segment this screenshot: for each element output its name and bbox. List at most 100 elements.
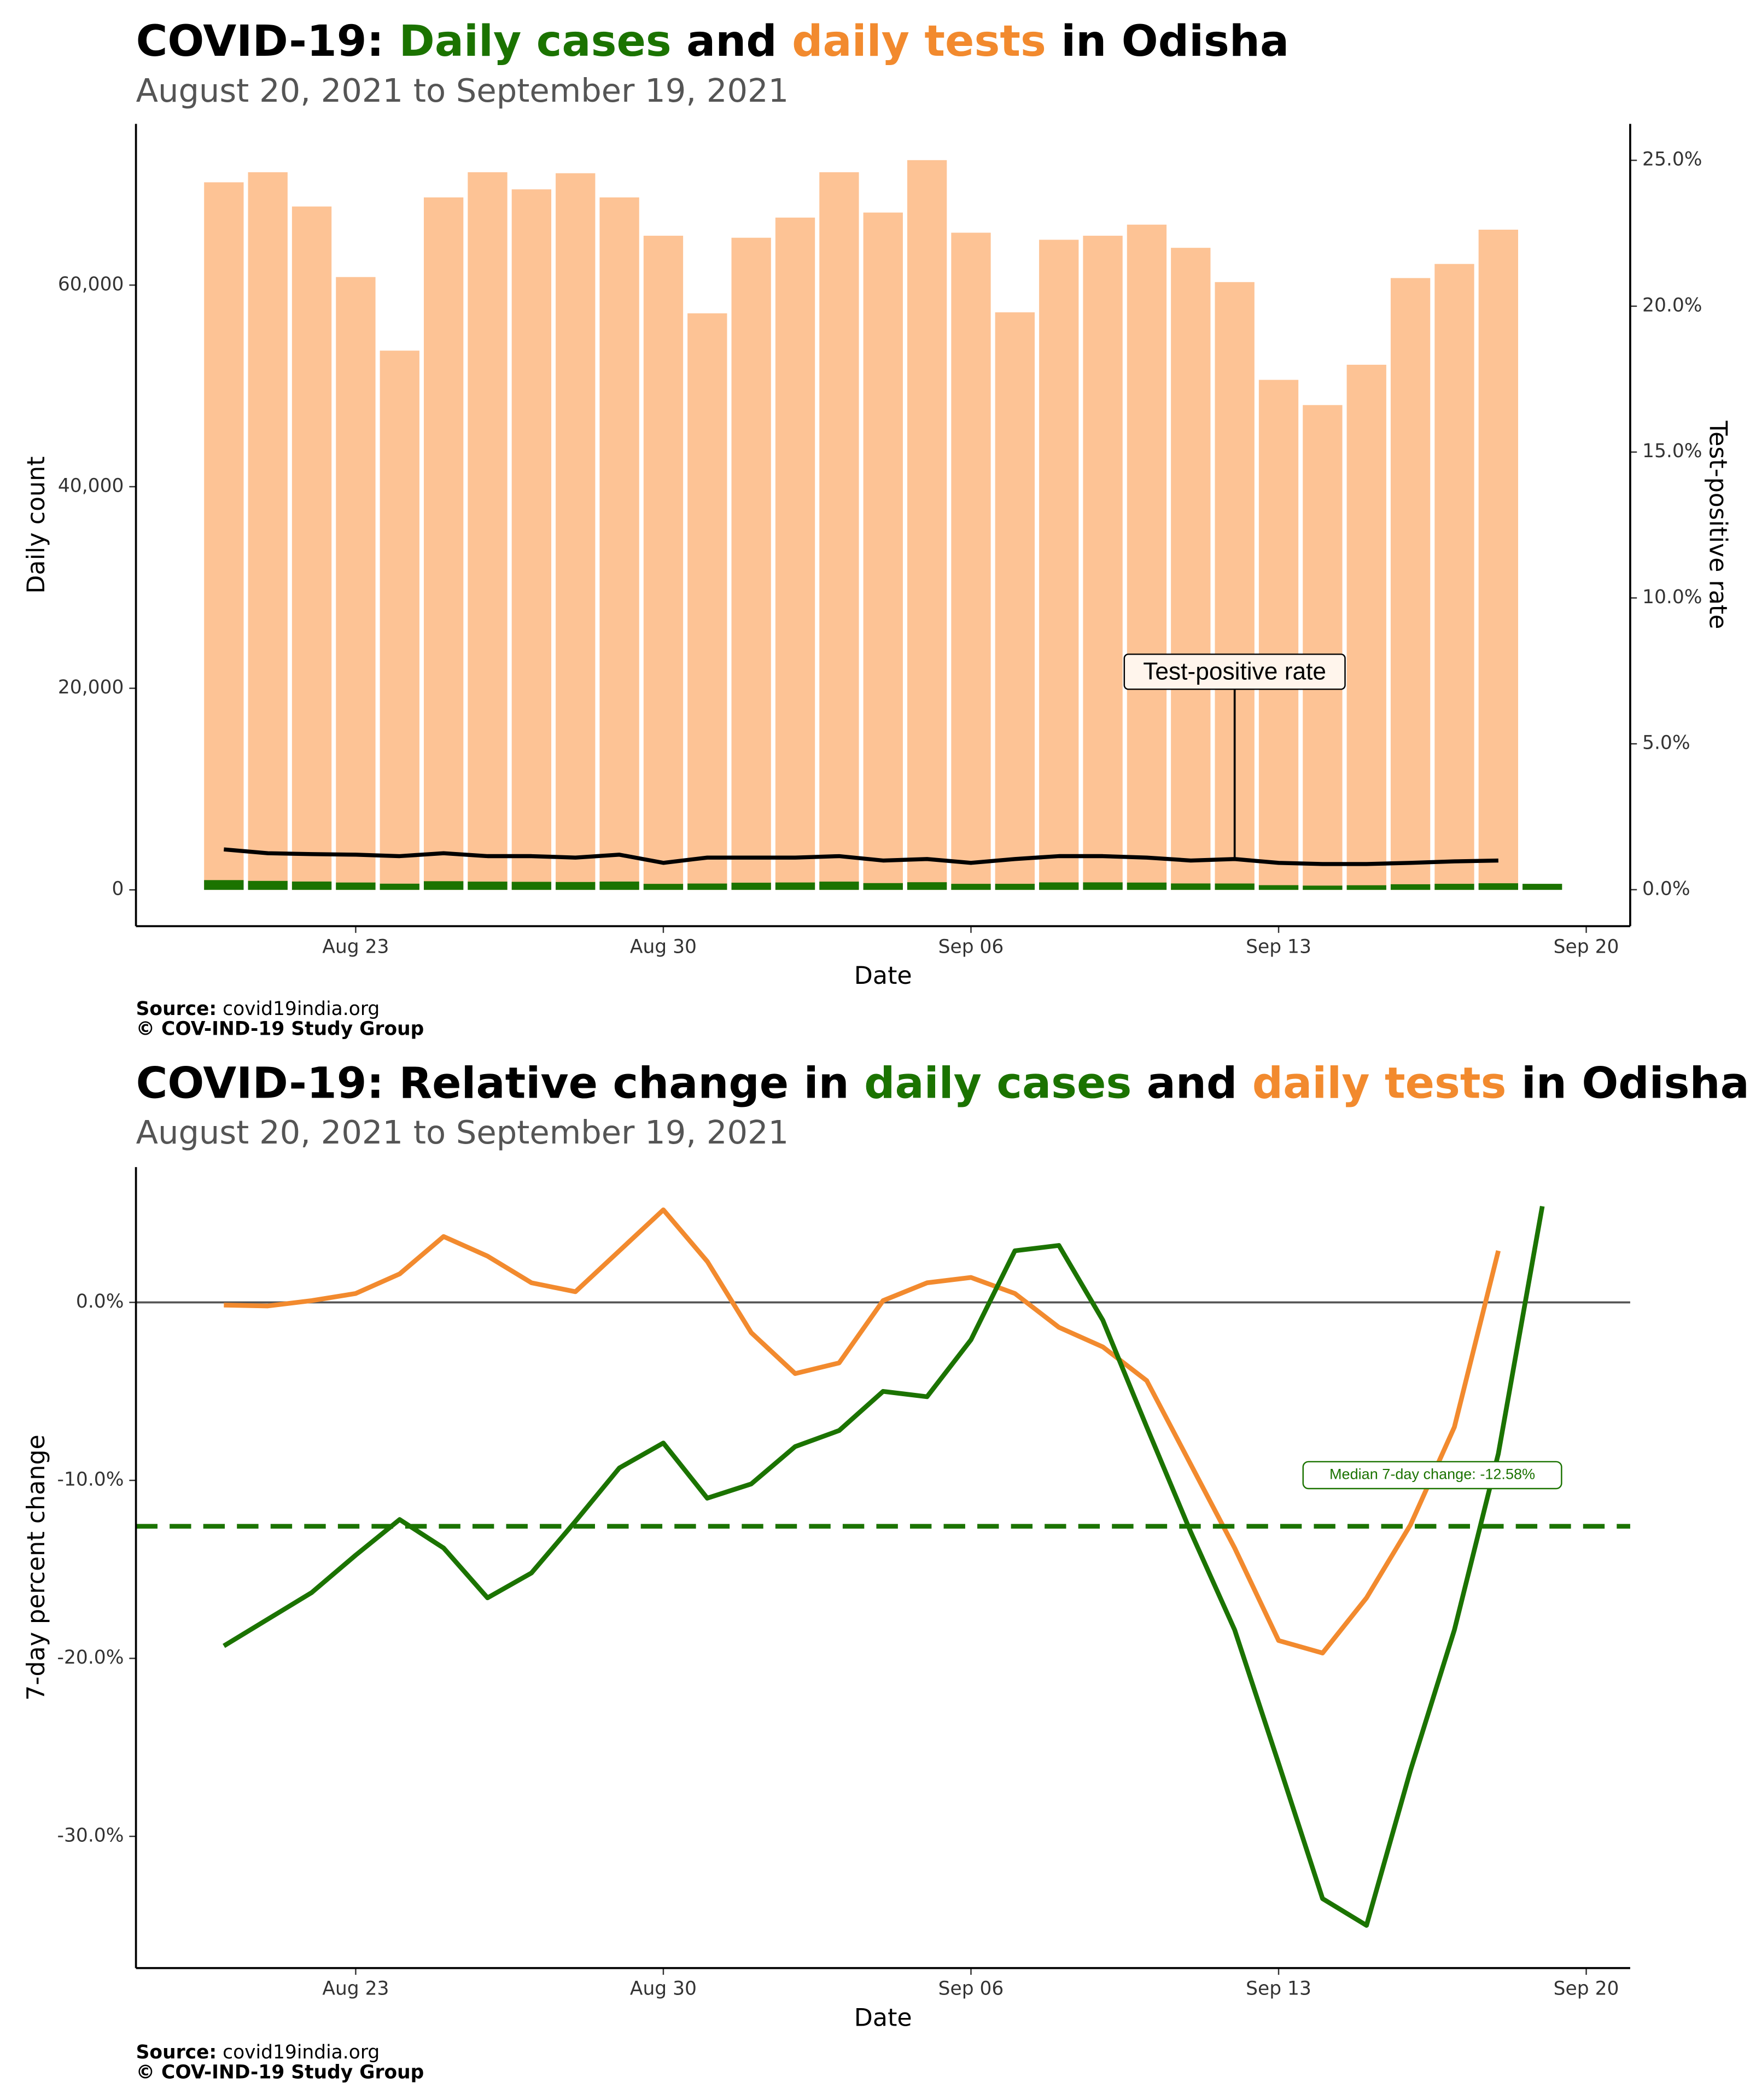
y2-tick-label: 20.0% [1642, 294, 1702, 316]
x-axis-title: Date [854, 962, 912, 990]
bar [511, 882, 552, 890]
y-tick-label: -30.0% [57, 1824, 124, 1846]
y-tick-label: 60,000 [58, 273, 124, 295]
chart-subtitle: August 20, 2021 to September 19, 2021 [136, 1113, 789, 1151]
bar [731, 237, 771, 890]
title-part: COVID-19: Relative change in [136, 1058, 864, 1109]
bar [863, 883, 903, 890]
bar [1258, 885, 1299, 890]
bar [1522, 884, 1562, 890]
bar [248, 880, 288, 890]
source-label: Source: [136, 998, 217, 1020]
source: Source: covid19india.org [136, 2041, 380, 2063]
y-axis-title: Daily count [22, 456, 50, 593]
x-tick-label: Aug 30 [630, 1978, 697, 2000]
bar [1478, 883, 1518, 890]
bar [1390, 278, 1431, 890]
title-part: daily cases [864, 1058, 1131, 1109]
bar [1127, 224, 1167, 890]
y2-tick-label: 25.0% [1642, 149, 1702, 171]
bar [291, 881, 332, 890]
bar [423, 197, 464, 890]
source: Source: covid19india.org [136, 998, 380, 1020]
bar [336, 882, 376, 890]
title-part: in Odisha [1046, 16, 1289, 67]
x-tick-label: Aug 30 [630, 936, 697, 958]
bar [775, 882, 815, 890]
series-line [223, 1206, 1545, 1928]
bar [1390, 884, 1431, 890]
bar [819, 882, 859, 890]
source-value: covid19india.org [223, 2041, 380, 2063]
median-box [1302, 1461, 1562, 1490]
bar [556, 173, 596, 890]
x-tick-label: Sep 20 [1554, 1978, 1619, 2000]
bar [819, 172, 859, 890]
bar [687, 883, 727, 890]
bar [468, 882, 508, 890]
bar [291, 206, 332, 890]
x-tick-label: Sep 06 [938, 1978, 1004, 2000]
series-line [224, 1207, 1501, 1655]
bar [951, 884, 991, 890]
y2-tick-label: 0.0% [1642, 878, 1690, 900]
x-tick-label: Sep 13 [1246, 936, 1311, 958]
title-part: and [672, 16, 792, 67]
source-label: Source: [136, 2041, 217, 2063]
bar [1303, 405, 1343, 890]
bar [863, 212, 903, 890]
annotation-box [1123, 654, 1346, 690]
y-tick-label: -20.0% [57, 1647, 124, 1669]
y-tick-label: 0.0% [76, 1291, 124, 1312]
bar [775, 217, 815, 890]
y-tick-label: 20,000 [58, 676, 124, 698]
y2-axis-title: Test-positive rate [1704, 420, 1731, 629]
bar [643, 236, 684, 890]
x-tick-label: Aug 23 [322, 936, 389, 958]
bar [995, 884, 1035, 890]
bar [336, 277, 376, 890]
y-tick-label: -10.0% [57, 1468, 124, 1490]
x-tick-label: Sep 13 [1246, 1978, 1311, 2000]
series-line [224, 847, 1498, 866]
annotation-label: Test-positive rate [1143, 658, 1326, 685]
bar [380, 351, 419, 890]
bar [907, 160, 947, 890]
title-part: Daily cases [399, 16, 672, 67]
bar [1171, 248, 1211, 890]
y2-tick-label: 10.0% [1642, 586, 1702, 608]
bar [511, 189, 552, 890]
bar [731, 883, 771, 890]
x-tick-label: Aug 23 [322, 1978, 389, 2000]
bar [468, 172, 508, 890]
bar [380, 883, 419, 890]
bar [1434, 264, 1474, 890]
bar [204, 182, 244, 890]
bar [1215, 883, 1255, 890]
chart-subtitle: August 20, 2021 to September 19, 2021 [136, 72, 789, 109]
bar [1039, 240, 1079, 890]
bar [1127, 882, 1167, 890]
credit: © COV-IND-19 Study Group [136, 2061, 424, 2083]
title-part: COVID-19: [136, 16, 399, 67]
title-part: daily tests [792, 16, 1046, 67]
bar [423, 881, 464, 890]
title-part: daily tests [1252, 1058, 1507, 1109]
y-tick-label: 40,000 [58, 475, 124, 497]
bar [1083, 882, 1123, 890]
bar [907, 882, 947, 890]
median-label: Median 7-day change: -12.58% [1329, 1466, 1535, 1483]
bar [1346, 364, 1386, 890]
bar [1258, 380, 1299, 890]
x-axis-title: Date [854, 2004, 912, 2032]
title-part: in Odisha [1506, 1058, 1749, 1109]
bar [204, 880, 244, 890]
bar [1478, 229, 1518, 890]
x-tick-label: Sep 06 [938, 936, 1004, 958]
bar [1303, 885, 1343, 890]
y-tick-label: 0 [112, 878, 124, 900]
bar [248, 172, 288, 890]
y2-tick-label: 15.0% [1642, 440, 1702, 462]
